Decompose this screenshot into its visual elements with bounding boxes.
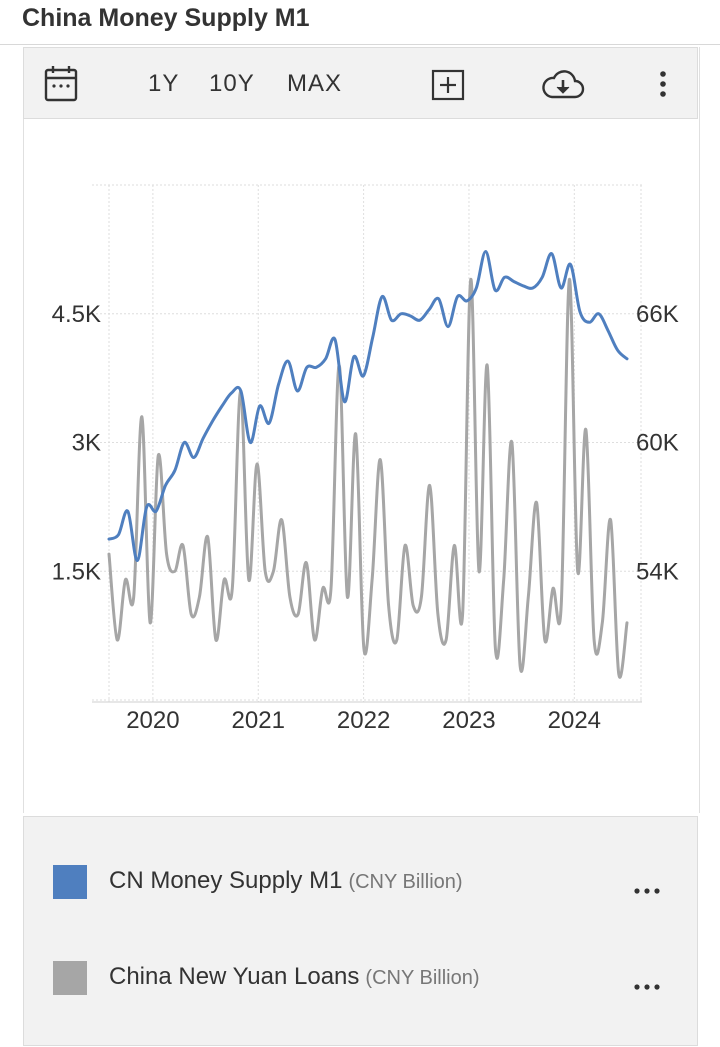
- range-10y-button[interactable]: 10Y: [209, 70, 255, 97]
- legend-label: CN Money Supply M1: [109, 867, 343, 894]
- range-1y-button[interactable]: 1Y: [148, 70, 180, 97]
- more-horizontal-icon[interactable]: [632, 859, 662, 899]
- chart-tick-labels: 2020 2021 2022 2023 2024 1.5K 3K 4.5K 54K 60K 66K: [52, 301, 679, 734]
- y-left-tick-label: 4.5K: [52, 301, 101, 328]
- page-title: China Money Supply M1: [22, 4, 310, 32]
- x-tick-label: 2024: [548, 707, 601, 734]
- more-horizontal-icon[interactable]: [632, 955, 662, 995]
- chart-legend: CN Money Supply M1 (CNY Billion) China Ne…: [23, 816, 698, 1046]
- x-tick-label: 2020: [126, 707, 179, 734]
- y-left-tick-label: 1.5K: [52, 558, 101, 585]
- legend-label: China New Yuan Loans: [109, 963, 360, 990]
- series-line-cn-money-supply-m1: [107, 249, 629, 563]
- legend-swatch: [53, 865, 87, 899]
- legend-item-money-supply-m1[interactable]: CN Money Supply M1 (CNY Billion): [24, 853, 697, 913]
- calendar-icon[interactable]: [42, 48, 82, 120]
- line-chart: 2020 2021 2022 2023 2024 1.5K 3K 4.5K 54K 60K 66K: [52, 184, 679, 734]
- chart-toolbar: 1Y 10Y MAX: [23, 47, 698, 119]
- x-tick-label: 2021: [232, 707, 285, 734]
- legend-item-new-yuan-loans[interactable]: China New Yuan Loans (CNY Billion): [24, 949, 697, 1009]
- legend-swatch: [53, 961, 87, 995]
- y-right-tick-label: 60K: [636, 430, 679, 457]
- legend-unit: (CNY Billion): [348, 871, 463, 893]
- legend-unit: (CNY Billion): [365, 967, 480, 989]
- x-tick-label: 2022: [337, 707, 390, 734]
- chart-series: [107, 249, 629, 679]
- add-box-icon[interactable]: [430, 48, 466, 120]
- y-right-tick-label: 54K: [636, 558, 679, 585]
- series-line-china-new-yuan-loans: [107, 277, 629, 679]
- more-vertical-icon[interactable]: [652, 48, 674, 120]
- x-tick-label: 2023: [442, 707, 495, 734]
- cloud-download-icon[interactable]: [540, 48, 586, 120]
- range-max-button[interactable]: MAX: [287, 70, 343, 97]
- y-right-tick-label: 66K: [636, 301, 679, 328]
- title-divider: [0, 44, 720, 45]
- y-left-tick-label: 3K: [72, 430, 101, 457]
